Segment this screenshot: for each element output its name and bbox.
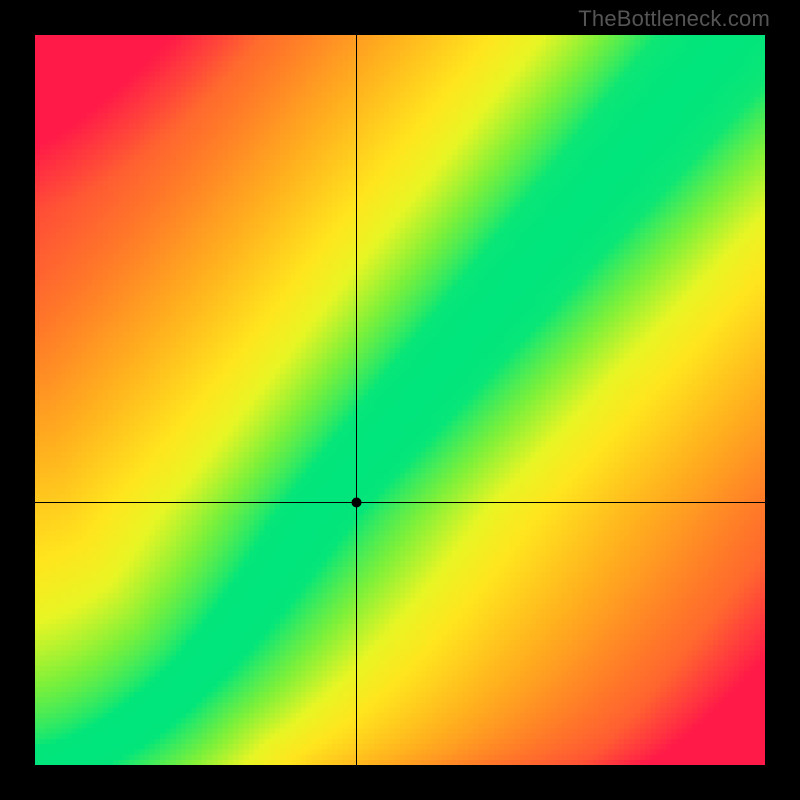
watermark-text: TheBottleneck.com [578,6,770,32]
crosshair-overlay [35,35,765,765]
